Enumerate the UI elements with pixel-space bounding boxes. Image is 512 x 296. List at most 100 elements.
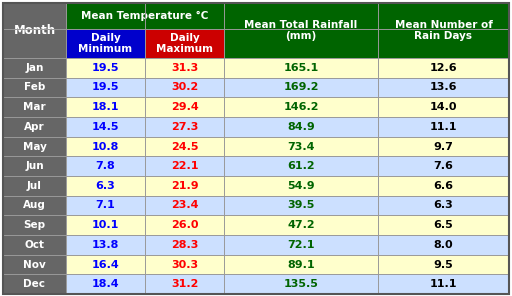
Text: 21.9: 21.9 [170, 181, 198, 191]
Text: 72.1: 72.1 [287, 240, 315, 250]
Bar [224, 255, 378, 274]
Text: 6.3: 6.3 [96, 181, 115, 191]
Text: 30.3: 30.3 [171, 260, 198, 269]
Bar [66, 196, 145, 215]
Bar [145, 274, 224, 294]
Text: 13.6: 13.6 [430, 83, 457, 92]
Bar [145, 196, 224, 215]
Text: 135.5: 135.5 [284, 279, 318, 289]
Text: 14.5: 14.5 [92, 122, 119, 132]
Text: 18.4: 18.4 [92, 279, 119, 289]
Bar [224, 58, 378, 78]
Bar [145, 137, 224, 156]
Text: Mean Number of
Rain Days: Mean Number of Rain Days [395, 20, 493, 41]
Text: Nov: Nov [23, 260, 46, 269]
Text: Mean Temperature °C: Mean Temperature °C [81, 11, 209, 21]
Text: 10.1: 10.1 [92, 220, 119, 230]
Text: Jan: Jan [25, 63, 44, 73]
Bar [3, 137, 66, 156]
Text: Mean Total Rainfall
(mm): Mean Total Rainfall (mm) [244, 20, 357, 41]
Bar [3, 58, 66, 78]
Text: 9.5: 9.5 [434, 260, 453, 269]
Text: 7.6: 7.6 [434, 161, 454, 171]
Bar [66, 137, 145, 156]
Bar [224, 137, 378, 156]
Bar [145, 78, 224, 97]
Bar [3, 117, 66, 137]
Text: 11.1: 11.1 [430, 122, 457, 132]
Text: 8.0: 8.0 [434, 240, 453, 250]
Bar [3, 215, 66, 235]
Bar [145, 255, 224, 274]
Text: 47.2: 47.2 [287, 220, 315, 230]
Text: 19.5: 19.5 [92, 63, 119, 73]
Bar [66, 235, 145, 255]
Text: 16.4: 16.4 [92, 260, 119, 269]
Text: Oct: Oct [25, 240, 45, 250]
Bar [3, 274, 66, 294]
Text: Month: Month [13, 24, 56, 37]
Bar [66, 156, 145, 176]
Bar [145, 29, 224, 58]
Bar [3, 255, 66, 274]
Bar [378, 137, 509, 156]
Bar [224, 117, 378, 137]
Text: 89.1: 89.1 [287, 260, 315, 269]
Text: 27.3: 27.3 [171, 122, 198, 132]
Bar [3, 3, 66, 58]
Bar [66, 255, 145, 274]
Text: 6.5: 6.5 [434, 220, 453, 230]
Bar [66, 117, 145, 137]
Text: 169.2: 169.2 [283, 83, 319, 92]
Text: 39.5: 39.5 [287, 200, 315, 210]
Text: 18.1: 18.1 [92, 102, 119, 112]
Bar [145, 215, 224, 235]
Bar [66, 215, 145, 235]
Bar [66, 274, 145, 294]
Bar [378, 97, 509, 117]
Bar [378, 117, 509, 137]
Text: 28.3: 28.3 [171, 240, 198, 250]
Bar [3, 156, 66, 176]
Text: 30.2: 30.2 [171, 83, 198, 92]
Text: 29.4: 29.4 [170, 102, 198, 112]
Text: 14.0: 14.0 [430, 102, 457, 112]
Text: 23.4: 23.4 [170, 200, 198, 210]
Text: 54.9: 54.9 [287, 181, 315, 191]
Text: 19.5: 19.5 [92, 83, 119, 92]
Text: Jun: Jun [25, 161, 44, 171]
Bar [66, 3, 224, 29]
Text: Mar: Mar [23, 102, 46, 112]
Bar [224, 3, 378, 58]
Bar [224, 156, 378, 176]
Text: 22.1: 22.1 [170, 161, 198, 171]
Text: 61.2: 61.2 [287, 161, 315, 171]
Bar [224, 215, 378, 235]
Bar [145, 235, 224, 255]
Text: 84.9: 84.9 [287, 122, 315, 132]
Bar [3, 196, 66, 215]
Bar [224, 176, 378, 196]
Text: Dec: Dec [24, 279, 46, 289]
Bar [3, 176, 66, 196]
Bar [378, 235, 509, 255]
Text: 165.1: 165.1 [283, 63, 318, 73]
Text: Apr: Apr [24, 122, 45, 132]
Bar [145, 97, 224, 117]
Bar [378, 274, 509, 294]
Bar [224, 78, 378, 97]
Bar [378, 3, 509, 58]
Bar [3, 235, 66, 255]
Text: 146.2: 146.2 [283, 102, 319, 112]
Text: 11.1: 11.1 [430, 279, 457, 289]
Bar [66, 58, 145, 78]
Text: 26.0: 26.0 [170, 220, 198, 230]
Text: Daily
Minimum: Daily Minimum [78, 33, 133, 54]
Text: 31.3: 31.3 [171, 63, 198, 73]
Bar [224, 97, 378, 117]
Bar [378, 196, 509, 215]
Bar [378, 255, 509, 274]
Bar [378, 58, 509, 78]
Text: 6.3: 6.3 [434, 200, 453, 210]
Bar [66, 29, 145, 58]
